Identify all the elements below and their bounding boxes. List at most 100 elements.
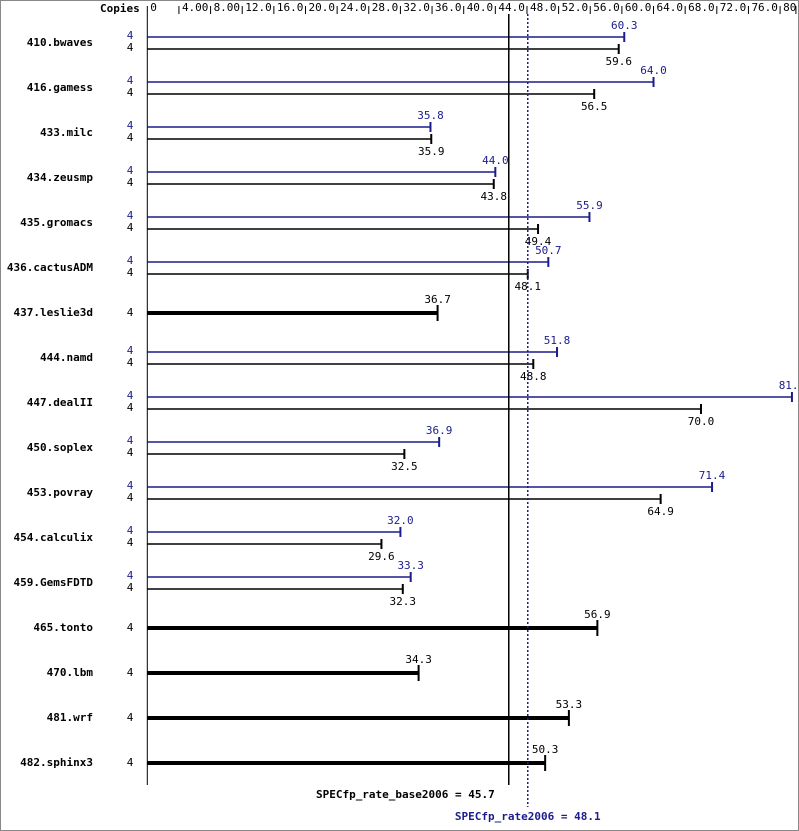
value-label: 55.9 [576, 199, 603, 212]
x-tick-label: 0 [150, 1, 157, 14]
value-label: 44.0 [482, 154, 509, 167]
copies-label: 4 [127, 491, 134, 504]
benchmark-label: 436.cactusADM [7, 261, 93, 274]
x-tick-label: 28.0 [372, 1, 399, 14]
value-label: 64.0 [640, 64, 667, 77]
benchmark-label: 433.milc [40, 126, 93, 139]
benchmark-label: 453.povray [27, 486, 94, 499]
x-tick-label: 64.0 [657, 1, 684, 14]
benchmark-label: 481.wrf [47, 711, 93, 724]
bar [147, 396, 792, 398]
value-label: 49.4 [525, 235, 552, 248]
bar [147, 543, 382, 545]
value-label: 64.9 [647, 505, 674, 518]
reference-label: SPECfp_rate_base2006 = 45.7 [316, 788, 495, 801]
bar [147, 126, 431, 128]
benchmark-label: 450.soplex [27, 441, 94, 454]
benchmark-label: 454.calculix [14, 531, 94, 544]
bar [147, 216, 590, 218]
value-label: 43.8 [480, 190, 507, 203]
copies-label: 4 [127, 254, 134, 267]
bar [147, 486, 713, 488]
bar [147, 716, 569, 720]
benchmark-label: 465.tonto [33, 621, 93, 634]
bar [147, 48, 619, 50]
copies-label: 4 [127, 119, 134, 132]
benchmark-label: 444.namd [40, 351, 93, 364]
copies-label: 4 [127, 221, 134, 234]
x-tick-label: 24.0 [340, 1, 367, 14]
benchmark-label: 482.sphinx3 [20, 756, 93, 769]
copies-label: 4 [127, 344, 134, 357]
copies-label: 4 [127, 29, 134, 42]
bar [147, 183, 494, 185]
value-label: 34.3 [405, 653, 432, 666]
value-label: 32.5 [391, 460, 418, 473]
x-tick-label: 32.0 [403, 1, 430, 14]
x-tick-label: 8.00 [214, 1, 241, 14]
copies-label: 4 [127, 711, 134, 724]
copies-label: 4 [127, 131, 134, 144]
bar [147, 626, 598, 630]
value-label: 35.8 [417, 109, 444, 122]
bar [147, 671, 419, 675]
x-tick-label: 44.0 [498, 1, 524, 14]
bar [147, 531, 401, 533]
value-label: 36.9 [426, 424, 453, 437]
benchmark-label: 437.leslie3d [14, 306, 93, 319]
x-tick-label: 60.0 [625, 1, 652, 14]
value-label: 53.3 [556, 698, 583, 711]
x-tick-label: 40.0 [467, 1, 494, 14]
bar [147, 138, 432, 140]
copies-label: 4 [127, 621, 134, 634]
copies-label: 4 [127, 306, 134, 319]
value-label: 59.6 [605, 55, 632, 68]
copies-label: 4 [127, 401, 134, 414]
copies-label: 4 [127, 581, 134, 594]
x-tick-label: 16.0 [277, 1, 304, 14]
x-tick-label: 76.0 [751, 1, 778, 14]
copies-label: 4 [127, 446, 134, 459]
value-label: 50.7 [535, 244, 562, 257]
copies-header: Copies [100, 2, 140, 15]
bar [147, 311, 438, 315]
x-tick-label: 12.0 [245, 1, 272, 14]
value-label: 35.9 [418, 145, 445, 158]
benchmark-label: 435.gromacs [20, 216, 93, 229]
bar [147, 351, 558, 353]
bar [147, 498, 661, 500]
copies-label: 4 [127, 536, 134, 549]
value-label: 71.4 [699, 469, 726, 482]
x-tick-label: 48.0 [530, 1, 557, 14]
value-label: 51.8 [544, 334, 571, 347]
bar [147, 453, 405, 455]
benchmark-label: 447.dealII [27, 396, 93, 409]
bar [147, 81, 654, 83]
copies-label: 4 [127, 569, 134, 582]
x-tick-label: 4.00 [182, 1, 209, 14]
x-tick-label: 36.0 [435, 1, 462, 14]
value-label: 48.8 [520, 370, 547, 383]
value-label: 33.3 [397, 559, 424, 572]
copies-label: 4 [127, 389, 134, 402]
benchmark-label: 470.lbm [47, 666, 94, 679]
copies-label: 4 [127, 266, 134, 279]
x-tick-label: 68.0 [688, 1, 715, 14]
value-label: 70.0 [688, 415, 715, 428]
reference-label: SPECfp_rate2006 = 48.1 [455, 810, 601, 823]
x-tick-label: 80.0 [783, 1, 799, 14]
value-label: 50.3 [532, 743, 559, 756]
copies-label: 4 [127, 41, 134, 54]
copies-label: 4 [127, 356, 134, 369]
bar [147, 261, 549, 263]
value-label: 36.7 [424, 293, 451, 306]
value-label: 81.5 [779, 379, 799, 392]
copies-label: 4 [127, 209, 134, 222]
value-label: 32.0 [387, 514, 414, 527]
x-tick-label: 52.0 [562, 1, 589, 14]
bar [147, 171, 496, 173]
bar [147, 93, 595, 95]
copies-label: 4 [127, 666, 134, 679]
